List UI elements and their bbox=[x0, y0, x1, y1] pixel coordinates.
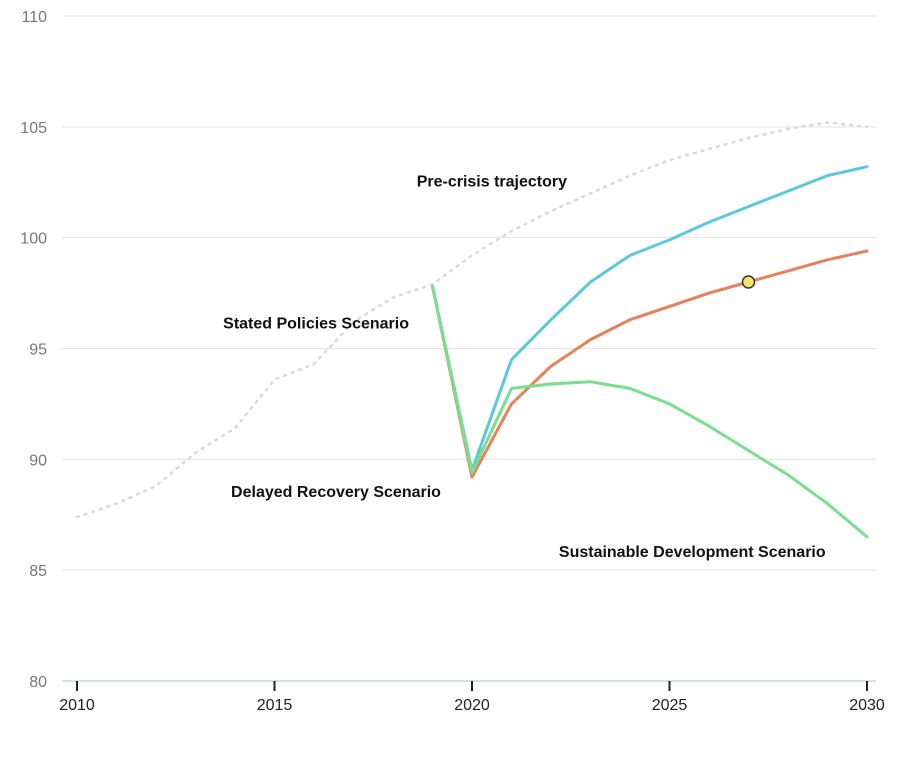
annotations: Pre-crisis trajectory Stated Policies Sce… bbox=[223, 174, 826, 561]
y-tick-label-105: 105 bbox=[20, 120, 47, 137]
series-line-delayed bbox=[431, 249, 869, 479]
x-tick-label-2020: 2020 bbox=[454, 697, 490, 714]
series-line-sustainable bbox=[431, 284, 869, 539]
x-tick-label-2030: 2030 bbox=[849, 697, 885, 714]
y-tick-label-100: 100 bbox=[20, 231, 47, 248]
x-axis: 2010 2015 2020 2025 2030 bbox=[59, 680, 885, 714]
x-tick-label-2010: 2010 bbox=[59, 697, 95, 714]
annotation-label-0: Pre-crisis trajectory bbox=[417, 174, 567, 191]
y-tick-label-80: 80 bbox=[29, 674, 47, 691]
x-tick-label-2015: 2015 bbox=[257, 697, 293, 714]
y-tick-label-95: 95 bbox=[29, 342, 47, 359]
series-lines bbox=[75, 121, 869, 539]
highlight-marker[interactable] bbox=[741, 275, 756, 289]
series-line-precrisis bbox=[75, 121, 869, 519]
y-tick-label-85: 85 bbox=[29, 563, 47, 580]
annotation-label-2: Delayed Recovery Scenario bbox=[231, 484, 441, 501]
y-tick-label-110: 110 bbox=[21, 9, 47, 26]
gridlines bbox=[62, 15, 876, 571]
x-tick-label-2025: 2025 bbox=[652, 697, 688, 714]
y-axis-ticks: 80 85 90 95 100 105 110 bbox=[20, 9, 47, 691]
y-tick-label-90: 90 bbox=[29, 452, 47, 469]
markers bbox=[741, 275, 756, 289]
series-line-stated bbox=[431, 165, 869, 472]
annotation-label-3: Sustainable Development Scenario bbox=[559, 544, 826, 561]
annotation-label-1: Stated Policies Scenario bbox=[223, 316, 409, 333]
